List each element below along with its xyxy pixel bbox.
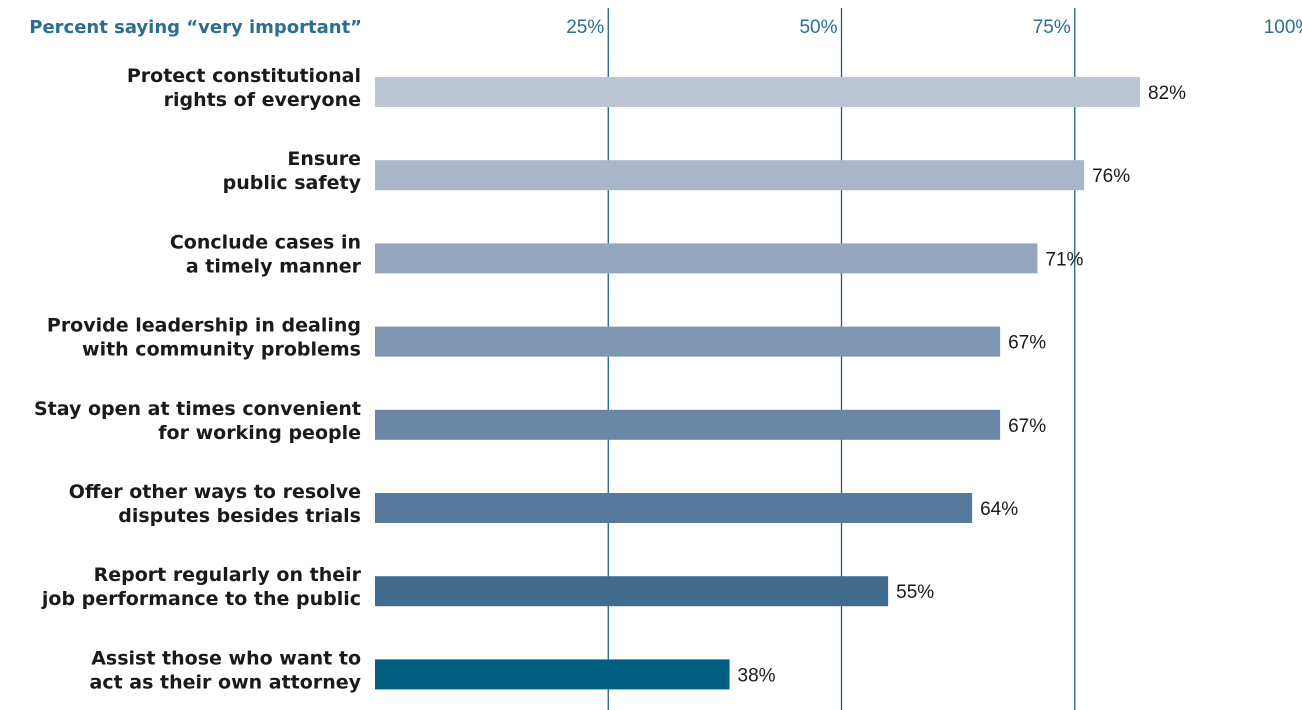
x-tick-labels: 25% 50% 75% 100% (566, 17, 1302, 38)
category-label: Offer other ways to resolve disputes besi… (69, 481, 361, 527)
bars (375, 77, 1141, 690)
header-label: Percent saying “very important” (29, 17, 362, 38)
value-label: 38% (738, 665, 776, 686)
x-tick-label: 100% (1264, 17, 1302, 38)
bar (375, 576, 889, 607)
value-labels: 82% 76% 71% 67% 67% 64% 55% 38% (738, 83, 1187, 686)
category-label: Stay open at times convenient for working… (34, 398, 361, 444)
value-label: 55% (896, 582, 934, 603)
bar (375, 659, 730, 690)
category-label: Protect constitutional rights of everyone (127, 65, 361, 111)
value-label: 64% (980, 499, 1018, 520)
value-label: 82% (1148, 83, 1186, 104)
x-tick-label: 25% (566, 17, 604, 38)
category-label: Report regularly on their job performance… (41, 564, 362, 610)
x-tick-label: 75% (1033, 17, 1071, 38)
x-tick-label: 50% (799, 17, 837, 38)
value-label: 76% (1092, 166, 1130, 187)
category-labels: Protect constitutional rights of everyone… (34, 65, 362, 693)
category-label: Conclude cases in a timely manner (170, 231, 362, 277)
value-label: 67% (1008, 333, 1046, 354)
category-label: Assist those who want to act as their own… (90, 647, 362, 693)
bar (375, 493, 973, 523)
category-label: Ensure public safety (223, 148, 362, 194)
value-label: 67% (1008, 416, 1046, 437)
category-label: Provide leadership in dealing with commun… (47, 315, 361, 361)
bar (375, 326, 1001, 357)
bar (375, 243, 1038, 274)
bar (375, 77, 1141, 107)
bar (375, 160, 1085, 191)
value-label: 71% (1045, 249, 1083, 270)
bar (375, 409, 1001, 440)
